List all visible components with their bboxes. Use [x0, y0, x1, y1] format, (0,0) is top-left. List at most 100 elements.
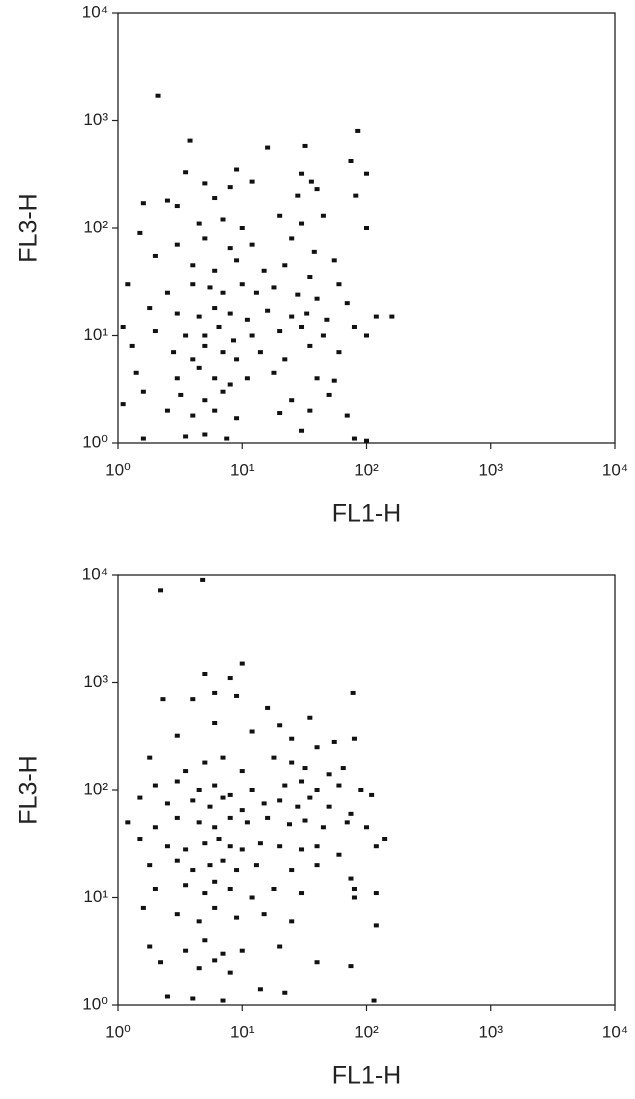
point — [277, 411, 283, 416]
point — [373, 844, 379, 849]
point — [202, 841, 208, 846]
point — [307, 343, 313, 348]
x-tick-label: 10⁰ — [105, 460, 131, 479]
point — [299, 428, 305, 433]
point — [271, 370, 277, 375]
point — [220, 389, 226, 394]
point — [212, 958, 218, 963]
point — [282, 263, 288, 268]
point — [234, 868, 240, 873]
y-tick-label: 10⁴ — [82, 564, 108, 583]
point — [239, 948, 245, 953]
point — [249, 179, 255, 184]
point — [174, 242, 180, 247]
point — [271, 755, 277, 760]
point — [158, 588, 164, 593]
point — [234, 167, 240, 172]
point — [152, 783, 158, 788]
point — [344, 301, 350, 306]
point — [282, 783, 288, 788]
point — [277, 798, 283, 803]
point — [120, 324, 126, 329]
point — [373, 891, 379, 896]
point — [137, 230, 143, 235]
point — [244, 820, 250, 825]
point — [389, 314, 395, 319]
point — [289, 919, 295, 924]
y-tick-label: 10³ — [83, 672, 108, 691]
point — [324, 317, 330, 322]
point — [364, 438, 369, 443]
point — [190, 868, 196, 873]
point — [227, 246, 233, 251]
point — [190, 798, 196, 803]
y-axis-title: FL3-H — [15, 193, 43, 262]
point — [174, 912, 180, 917]
point — [164, 801, 170, 806]
point — [348, 876, 354, 881]
point — [265, 145, 271, 150]
point — [183, 847, 189, 852]
point — [196, 221, 202, 226]
point — [190, 282, 196, 287]
y-tick-label: 10⁴ — [82, 2, 108, 21]
point — [289, 736, 295, 741]
point — [212, 879, 218, 884]
point — [212, 721, 218, 726]
point — [239, 226, 245, 230]
point — [307, 408, 313, 413]
point — [174, 204, 180, 209]
point — [164, 290, 170, 295]
point — [183, 883, 189, 888]
point — [314, 960, 320, 965]
point — [202, 181, 208, 186]
x-tick-label: 10² — [354, 460, 379, 479]
point — [299, 891, 305, 896]
point — [220, 795, 226, 800]
point — [299, 779, 305, 784]
y-tick-label: 10¹ — [83, 887, 108, 906]
point — [373, 314, 379, 319]
point — [174, 733, 180, 738]
point — [120, 402, 126, 407]
x-tick-label: 10⁴ — [602, 1022, 628, 1041]
y-tick-label: 10² — [83, 779, 108, 798]
point — [196, 966, 202, 971]
point — [147, 944, 153, 949]
point — [202, 938, 208, 943]
point — [311, 249, 317, 254]
point — [369, 792, 375, 797]
point — [183, 948, 189, 953]
point — [295, 292, 301, 297]
point — [277, 844, 283, 849]
point — [289, 398, 295, 403]
point — [307, 795, 313, 800]
point — [133, 370, 139, 375]
point — [160, 697, 166, 702]
point — [174, 815, 180, 820]
point — [230, 338, 236, 343]
point — [212, 408, 218, 413]
point — [147, 755, 153, 760]
point — [202, 398, 208, 403]
point — [152, 329, 158, 334]
point — [336, 282, 342, 287]
point — [220, 998, 226, 1003]
point — [358, 788, 364, 792]
point — [314, 863, 320, 868]
point — [351, 886, 357, 891]
point — [289, 236, 295, 241]
y-tick-label: 10⁰ — [82, 994, 108, 1013]
point — [227, 792, 233, 797]
point — [326, 804, 332, 809]
point — [257, 350, 263, 355]
point — [239, 661, 245, 666]
point — [190, 996, 196, 1001]
point — [152, 825, 158, 830]
point — [364, 825, 369, 830]
point — [227, 815, 233, 820]
point — [336, 350, 342, 355]
point — [299, 221, 305, 226]
point — [326, 772, 332, 777]
